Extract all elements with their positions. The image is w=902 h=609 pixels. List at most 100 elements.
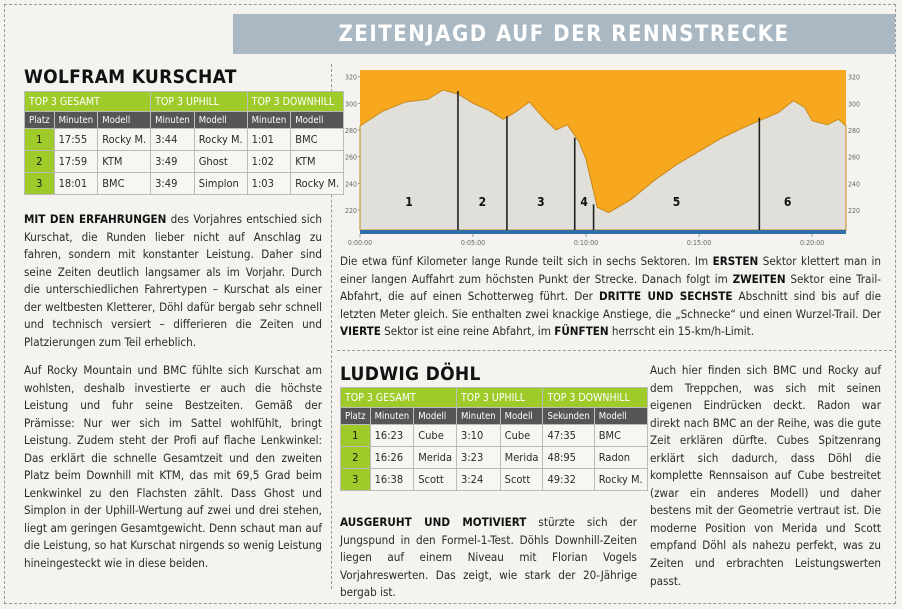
- table-cell: 1: [24, 128, 55, 151]
- article-banner: ZEITENJAGD AUF DER RENNSTRECKE: [233, 14, 895, 54]
- sector-label: 1: [405, 195, 413, 209]
- table-cell: 1:01: [246, 128, 292, 151]
- sector-description: Die etwa fünf Kilometer lange Runde teil…: [340, 253, 881, 341]
- table-row: 2 17:59 KTM 3:49 Ghost 1:02 KTM: [24, 150, 345, 173]
- elevation-profile-chart: 1 2 3 4 5 6 320 320 300 300 280 280 260 260 240 240 220 2…: [345, 70, 860, 247]
- sector-text: Die etwa fünf Kilometer lange Runde teil…: [340, 254, 713, 268]
- table-column-header: Minuten: [246, 111, 292, 129]
- y-tick-label-left: 280: [345, 127, 357, 135]
- sector-label: 5: [673, 195, 681, 209]
- kurschat-paragraph-2: Auf Rocky Mountain und BMC fühlte sich K…: [24, 363, 322, 571]
- sector-text: Sektor eine Trail-Abfahrt, die auf einen…: [340, 271, 882, 304]
- table-group-header: TOP 3 UPHILL: [150, 91, 248, 112]
- table-cell: 3:44: [150, 128, 195, 151]
- table-cell: 1:03: [246, 172, 292, 195]
- doehl-paragraph-2: Auch hier finden sich BMC und Rocky auf …: [650, 363, 881, 588]
- chart-baseline-bar: [360, 230, 846, 234]
- table-group-header: TOP 3 GESAMT: [23, 91, 152, 112]
- y-tick-label-left: 240: [345, 180, 357, 188]
- doehl-results-table: TOP 3 GESAMT TOP 3 UPHILL TOP 3 DOWNHILL Pl…: [339, 387, 648, 491]
- doehl-paragraph-1: AUSGERUHT UND MOTIVIERT stürzte sich der…: [340, 514, 637, 602]
- table-group-header: TOP 3 DOWNHILL: [542, 387, 648, 408]
- table-cell: 47:35: [542, 424, 595, 447]
- sector-label: 3: [537, 195, 545, 209]
- sector-text: herrscht ein 15-km/h-Limit.: [608, 324, 755, 339]
- table-column-header: Modell: [499, 407, 544, 425]
- table-column-header: Sekunden: [542, 407, 595, 425]
- x-tick-label: 0:15:00: [687, 239, 711, 247]
- table-column-header: Minuten: [53, 111, 99, 129]
- table-group-header: TOP 3 GESAMT: [339, 387, 458, 408]
- y-tick-label-right: 300: [848, 100, 860, 108]
- table-cell: BMC: [97, 172, 152, 195]
- table-cell: KTM: [97, 150, 152, 173]
- table-cell: Rocky M.: [593, 468, 648, 491]
- doehl-lead: AUSGERUHT UND MOTIVIERT: [340, 515, 527, 529]
- table-cell: Ghost: [193, 150, 248, 173]
- kurschat-text-1: des Vorjahres entschied sich Kurschat, d…: [24, 212, 322, 349]
- page-frame: [4, 4, 896, 604]
- column-divider: [331, 64, 332, 589]
- table-column-header: Minuten: [369, 407, 415, 425]
- kurschat-lead: MIT DEN ERFAHRUNGEN: [24, 212, 167, 226]
- table-cell: 3:49: [150, 150, 195, 173]
- table-cell: 3:10: [456, 424, 501, 447]
- sector-label: 4: [580, 195, 588, 209]
- y-tick-label-right: 260: [848, 154, 860, 162]
- table-row: 2 16:26 Merida 3:23 Merida 48:95 Radon: [340, 446, 648, 469]
- table-cell: Scott: [499, 468, 544, 491]
- y-tick-label-left: 300: [345, 100, 357, 108]
- table-cell: Scott: [413, 468, 458, 491]
- section-divider: [337, 350, 892, 351]
- table-cell: Rocky M.: [97, 128, 152, 151]
- table-cell: Rocky M.: [193, 128, 248, 151]
- table-cell: Simplon: [193, 172, 248, 195]
- table-group-header: TOP 3 DOWNHILL: [246, 91, 345, 112]
- table-cell: Radon: [593, 446, 648, 469]
- table-cell: 3: [24, 172, 55, 195]
- table-cell: 3:23: [456, 446, 501, 469]
- table-column-header: Minuten: [456, 407, 501, 425]
- sector-label: 2: [479, 195, 487, 209]
- table-row: 3 16:38 Scott 3:24 Scott 49:32 Rocky M.: [340, 468, 648, 491]
- table-cell: 48:95: [542, 446, 595, 469]
- y-tick-label-left: 220: [345, 207, 357, 215]
- sector-keyword: VIERTE: [340, 324, 381, 339]
- table-cell: 16:23: [369, 424, 415, 447]
- kurschat-paragraph-1: MIT DEN ERFAHRUNGEN des Vorjahres entsch…: [24, 211, 322, 351]
- table-cell: Merida: [413, 446, 458, 469]
- sector-keyword: ERSTEN: [712, 254, 759, 268]
- table-column-header: Modell: [97, 111, 152, 129]
- doehl-text-1: stürzte sich der Jungspund in den Formel…: [340, 515, 638, 600]
- table-column-header: Modell: [193, 111, 248, 129]
- table-cell: 18:01: [53, 172, 99, 195]
- sector-keyword: FÜNFTEN: [554, 324, 609, 339]
- table-cell: Rocky M.: [290, 172, 345, 195]
- table-cell: 17:55: [53, 128, 99, 151]
- table-row: 1 17:55 Rocky M. 3:44 Rocky M. 1:01 BMC: [24, 128, 345, 151]
- table-cell: 2: [340, 446, 371, 469]
- table-cell: 3:24: [456, 468, 501, 491]
- table-row: 3 18:01 BMC 3:49 Simplon 1:03 Rocky M.: [24, 172, 345, 195]
- table-column-header: Minuten: [150, 111, 195, 129]
- table-cell: 17:59: [53, 150, 99, 173]
- table-column-header: Platz: [24, 111, 55, 129]
- table-cell: 1: [340, 424, 371, 447]
- kurschat-results-table: TOP 3 GESAMT TOP 3 UPHILL TOP 3 DOWNHILL Pl…: [23, 91, 345, 195]
- table-cell: 3:49: [150, 172, 195, 195]
- table-cell: 16:38: [369, 468, 415, 491]
- table-cell: KTM: [290, 150, 345, 173]
- table-column-header: Modell: [413, 407, 458, 425]
- article-title: ZEITENJAGD AUF DER RENNSTRECKE: [338, 21, 790, 47]
- kurschat-heading: WOLFRAM KURSCHAT: [24, 66, 237, 88]
- table-cell: 16:26: [369, 446, 415, 469]
- y-tick-label-right: 320: [848, 74, 860, 82]
- x-tick-label: 0:20:00: [800, 239, 824, 247]
- sector-label: 6: [784, 195, 792, 209]
- x-tick-label: 0:00:00: [348, 239, 372, 247]
- table-column-header: Modell: [290, 111, 345, 129]
- y-tick-label-left: 320: [345, 74, 357, 82]
- table-cell: Cube: [413, 424, 458, 447]
- table-cell: 1:02: [246, 150, 292, 173]
- table-cell: 2: [24, 150, 55, 173]
